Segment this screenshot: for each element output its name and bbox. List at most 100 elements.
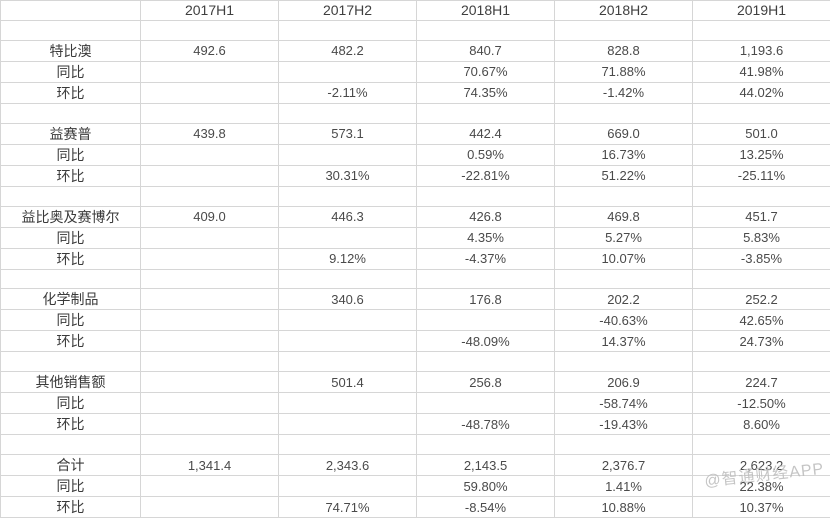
row-label-cell: 其他销售额: [1, 372, 141, 393]
value-cell: -58.74%: [555, 393, 693, 414]
value-cell: [141, 372, 279, 393]
value-cell: -12.50%: [693, 393, 830, 414]
value-cell: 469.8: [555, 206, 693, 227]
value-cell: 340.6: [279, 289, 417, 310]
value-cell: [141, 82, 279, 103]
value-cell: [417, 269, 555, 289]
value-cell: 501.4: [279, 372, 417, 393]
value-cell: [141, 144, 279, 165]
value-cell: [693, 352, 830, 372]
value-cell: 8.60%: [693, 414, 830, 435]
row-label-cell: 同比: [1, 476, 141, 497]
value-cell: 51.22%: [555, 165, 693, 186]
row-label-cell: 化学制品: [1, 289, 141, 310]
value-cell: [141, 497, 279, 518]
value-cell: 10.37%: [693, 497, 830, 518]
value-cell: [417, 352, 555, 372]
row-label-cell: [1, 186, 141, 206]
table-row: 环比-48.78%-19.43%8.60%: [1, 414, 830, 435]
value-cell: -3.85%: [693, 248, 830, 269]
value-cell: [279, 435, 417, 455]
table-row: [1, 269, 830, 289]
row-label-cell: 环比: [1, 248, 141, 269]
value-cell: [141, 165, 279, 186]
value-cell: -48.78%: [417, 414, 555, 435]
value-cell: -2.11%: [279, 82, 417, 103]
value-cell: -1.42%: [555, 82, 693, 103]
value-cell: [141, 61, 279, 82]
row-label-cell: 益比奥及赛博尔: [1, 206, 141, 227]
row-label-cell: 同比: [1, 310, 141, 331]
value-cell: [279, 186, 417, 206]
value-cell: [417, 20, 555, 40]
value-cell: 224.7: [693, 372, 830, 393]
value-cell: [279, 269, 417, 289]
value-cell: 1.41%: [555, 476, 693, 497]
row-label-cell: 环比: [1, 414, 141, 435]
value-cell: 2,343.6: [279, 455, 417, 476]
value-cell: [279, 20, 417, 40]
table-row: 同比 59.80%1.41%22.38%: [1, 476, 830, 497]
value-cell: [279, 414, 417, 435]
value-cell: 9.12%: [279, 248, 417, 269]
value-cell: 252.2: [693, 289, 830, 310]
value-cell: 41.98%: [693, 61, 830, 82]
table-row: 同比 -58.74%-12.50%: [1, 393, 830, 414]
value-cell: [693, 269, 830, 289]
value-cell: [141, 331, 279, 352]
row-label-cell: 合计: [1, 455, 141, 476]
value-cell: [279, 352, 417, 372]
value-cell: -40.63%: [555, 310, 693, 331]
column-header-cell: 2017H1: [141, 1, 279, 21]
value-cell: 1,193.6: [693, 40, 830, 61]
value-cell: [417, 310, 555, 331]
value-cell: [279, 103, 417, 123]
value-cell: [279, 310, 417, 331]
table-row: 同比-40.63%42.65%: [1, 310, 830, 331]
value-cell: 22.38%: [693, 476, 830, 497]
value-cell: [141, 393, 279, 414]
value-cell: 482.2: [279, 40, 417, 61]
value-cell: 59.80%: [417, 476, 555, 497]
value-cell: 446.3: [279, 206, 417, 227]
value-cell: 426.8: [417, 206, 555, 227]
row-label-cell: [1, 269, 141, 289]
column-header-cell: 2018H2: [555, 1, 693, 21]
value-cell: -22.81%: [417, 165, 555, 186]
value-cell: 14.37%: [555, 331, 693, 352]
row-label-cell: [1, 352, 141, 372]
table-row: [1, 103, 830, 123]
value-cell: 10.07%: [555, 248, 693, 269]
value-cell: 828.8: [555, 40, 693, 61]
row-label-cell: 环比: [1, 82, 141, 103]
value-cell: 4.35%: [417, 227, 555, 248]
value-cell: 70.67%: [417, 61, 555, 82]
value-cell: [141, 352, 279, 372]
value-cell: [141, 186, 279, 206]
row-label-cell: [1, 20, 141, 40]
column-header-cell: 2019H1: [693, 1, 830, 21]
value-cell: [417, 186, 555, 206]
value-cell: [417, 393, 555, 414]
value-cell: 1,341.4: [141, 455, 279, 476]
value-cell: [555, 352, 693, 372]
row-label-cell: 同比: [1, 393, 141, 414]
row-label-cell: [1, 435, 141, 455]
row-label-cell: 环比: [1, 331, 141, 352]
row-label-cell: [1, 103, 141, 123]
row-label-cell: 同比: [1, 61, 141, 82]
value-cell: [141, 20, 279, 40]
value-cell: [693, 103, 830, 123]
value-cell: -25.11%: [693, 165, 830, 186]
value-cell: 44.02%: [693, 82, 830, 103]
value-cell: 10.88%: [555, 497, 693, 518]
value-cell: [141, 476, 279, 497]
